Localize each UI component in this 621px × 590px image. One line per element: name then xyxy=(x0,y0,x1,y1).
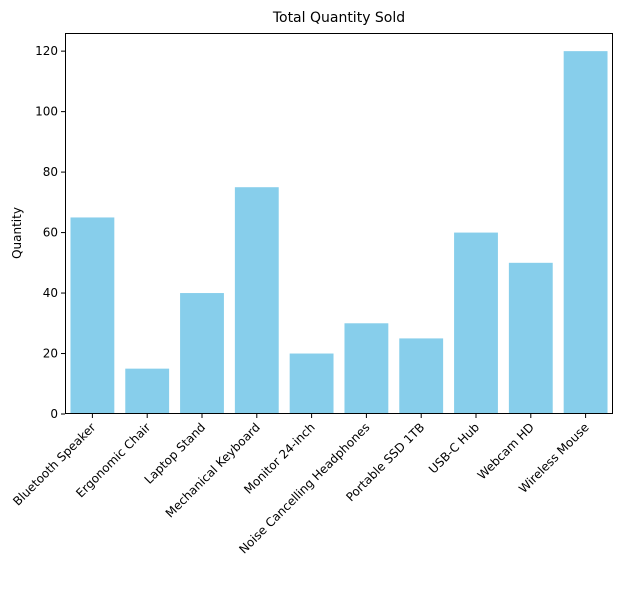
y-tick-label: 40 xyxy=(43,286,58,300)
bar xyxy=(180,293,224,414)
y-tick-label: 60 xyxy=(43,226,58,240)
x-tick-label: Webcam HD xyxy=(475,420,537,482)
y-axis-ticks: 0 20 40 60 80 100 120 xyxy=(35,44,65,421)
y-tick-label: 0 xyxy=(50,407,58,421)
bar xyxy=(70,217,115,414)
chart-title: Total Quantity Sold xyxy=(272,10,405,26)
bar xyxy=(508,262,553,414)
bar xyxy=(125,368,170,414)
bar xyxy=(289,353,334,414)
bar xyxy=(563,51,608,415)
x-tick-label: Mechanical Keyboard xyxy=(163,420,263,520)
plot-frame xyxy=(65,33,613,414)
x-tick-label: USB-C Hub xyxy=(426,420,482,476)
bar xyxy=(454,232,498,414)
y-axis-label: Quantity xyxy=(10,207,24,259)
y-tick-label: 120 xyxy=(35,44,58,58)
bar xyxy=(399,338,444,414)
bars-group xyxy=(70,51,608,415)
bar xyxy=(344,323,389,414)
bar xyxy=(234,187,279,414)
y-tick-label: 20 xyxy=(43,347,58,361)
y-tick-label: 100 xyxy=(35,105,58,119)
y-tick-label: 80 xyxy=(43,165,58,179)
